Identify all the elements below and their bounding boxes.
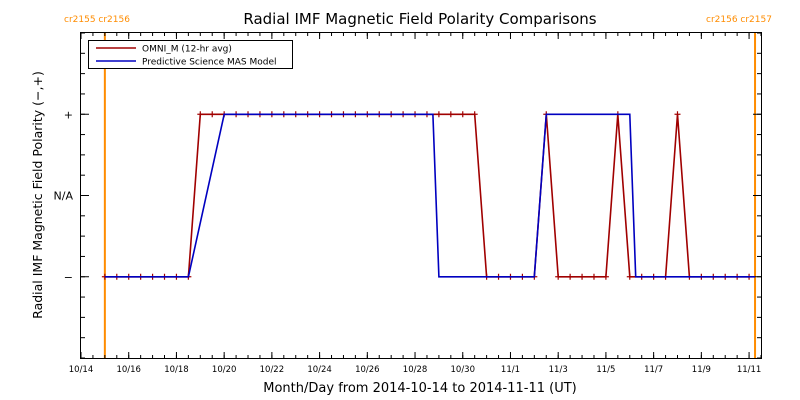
data-point xyxy=(209,111,216,118)
x-tick-label: 11/5 xyxy=(596,365,615,375)
x-tick-label: 11/3 xyxy=(549,365,568,375)
x-tick-label: 11/1 xyxy=(501,365,520,375)
data-point xyxy=(567,273,574,280)
x-axis-label: Month/Day from 2014-10-14 to 2014-11-11 … xyxy=(263,381,576,396)
carrington-marker-label: cr2156 cr2157 xyxy=(706,15,772,25)
series-group xyxy=(101,111,755,280)
y-axis-label: Radial IMF Magnetic Field Polarity (−,+) xyxy=(30,71,45,319)
x-tick-label: 10/20 xyxy=(212,365,237,375)
data-point xyxy=(602,273,609,280)
data-point xyxy=(579,273,586,280)
x-tick-label: 10/16 xyxy=(116,365,141,375)
legend: OMNI_M (12-hr avg) Predictive Science MA… xyxy=(88,40,293,69)
data-point xyxy=(626,273,633,280)
x-tick-label: 10/26 xyxy=(355,365,380,375)
series-line-mas xyxy=(104,113,755,278)
y-tick-label: + xyxy=(64,108,73,121)
y-tick-label: N/A xyxy=(54,190,74,203)
data-point xyxy=(674,111,681,118)
data-point xyxy=(471,111,478,118)
y-tick-label: − xyxy=(64,271,73,284)
x-tick-label: 11/9 xyxy=(692,365,711,375)
legend-label-mas: Predictive Science MAS Model xyxy=(142,58,277,68)
x-tick-label: 10/18 xyxy=(164,365,189,375)
x-tick-label: 10/24 xyxy=(307,365,332,375)
data-point xyxy=(590,273,597,280)
chart-title: Radial IMF Magnetic Field Polarity Compa… xyxy=(243,10,596,28)
series-line-omni xyxy=(104,113,750,278)
legend-label-omni: OMNI_M (12-hr avg) xyxy=(142,45,232,55)
data-point xyxy=(459,111,466,118)
data-point xyxy=(197,111,204,118)
x-tick-label: 10/14 xyxy=(69,365,94,375)
legend-box xyxy=(88,40,293,69)
x-tick-label: 11/7 xyxy=(644,365,663,375)
data-point xyxy=(555,273,562,280)
carrington-marker-label: cr2155 cr2156 xyxy=(64,15,130,25)
x-tick-label: 10/22 xyxy=(260,365,285,375)
x-tick-label: 10/30 xyxy=(451,365,476,375)
x-tick-label: 11/11 xyxy=(737,365,762,375)
data-point xyxy=(447,111,454,118)
plot-frame xyxy=(80,32,762,359)
x-tick-label: 10/28 xyxy=(403,365,428,375)
data-point xyxy=(435,111,442,118)
axis-ticks: 10/14 10/16 10/18 10/20 10/22 10/24 10/26 10/28… xyxy=(54,32,762,375)
